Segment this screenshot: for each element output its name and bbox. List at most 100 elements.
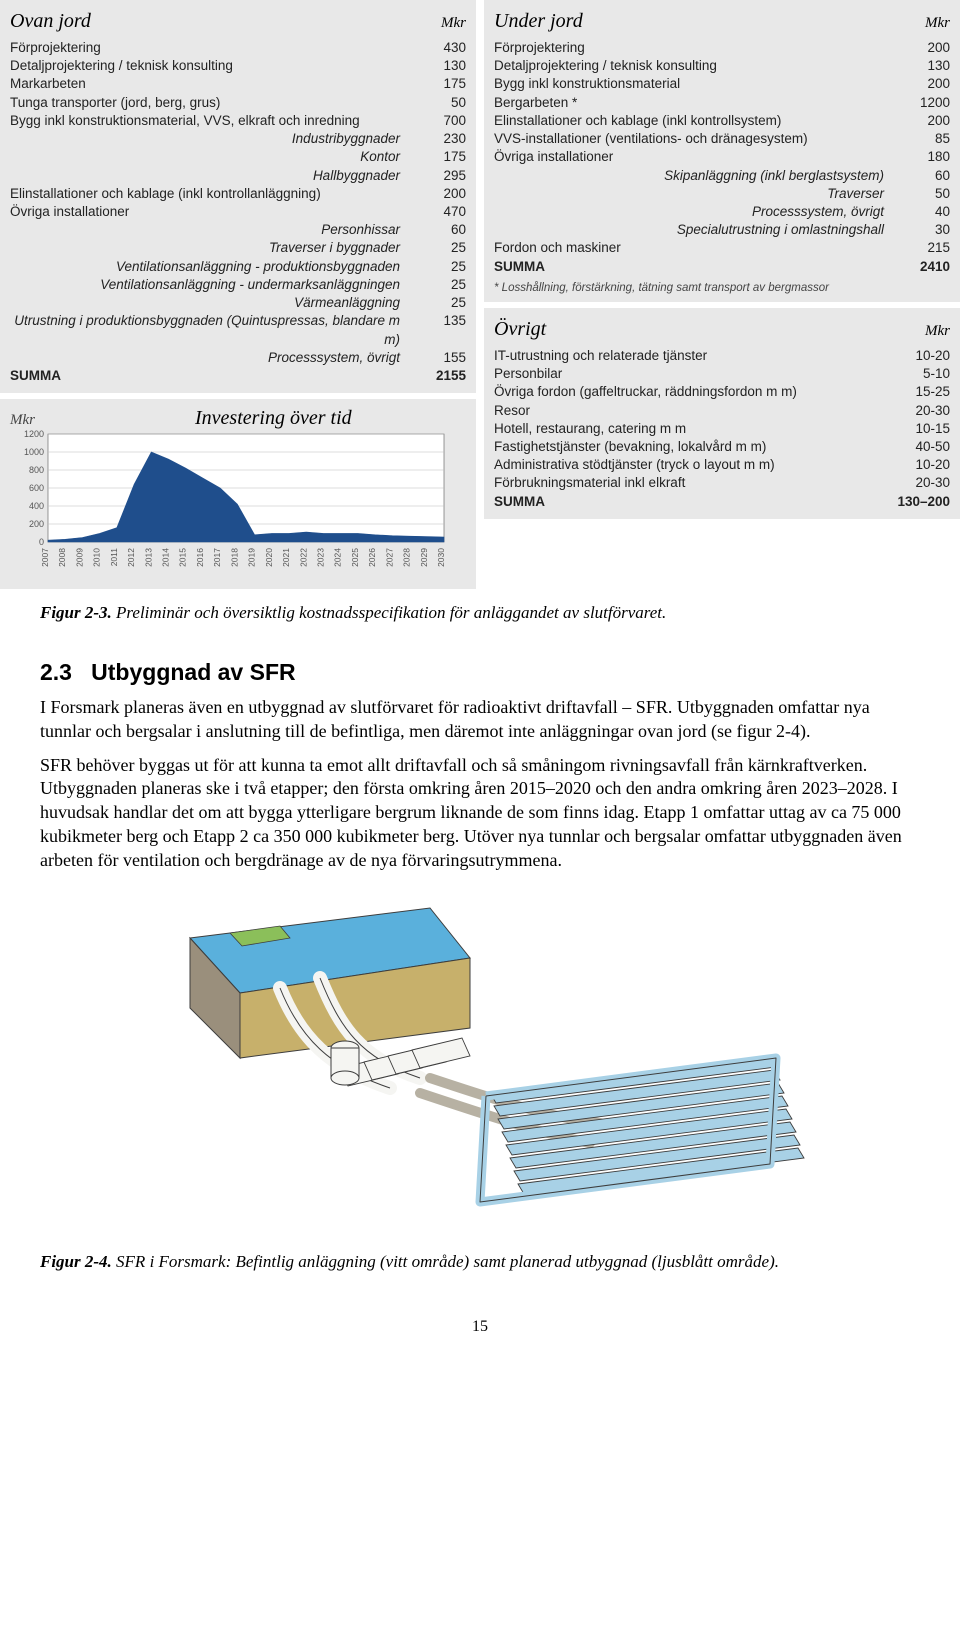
table-row: Tunga transporter (jord, berg, grus) 50 <box>10 94 466 112</box>
row-label: Hallbyggnader <box>10 167 406 185</box>
svg-text:800: 800 <box>29 465 44 475</box>
row-label: Förbrukningsmaterial inkl elkraft <box>494 474 886 492</box>
row-value: 215 <box>886 239 950 257</box>
row-label: Elinstallationer och kablage (inkl kontr… <box>10 185 402 203</box>
table-row: IT-utrustning och relaterade tjänster 10… <box>494 347 950 365</box>
svg-text:2017: 2017 <box>212 548 222 567</box>
row-label: Personhissar <box>10 221 406 239</box>
row-value: 40-50 <box>886 438 950 456</box>
row-label: Detaljprojektering / teknisk konsulting <box>10 57 402 75</box>
table-row: Förbrukningsmaterial inkl elkraft 20-30 <box>494 474 950 492</box>
row-value: 10-15 <box>886 420 950 438</box>
table-row: Övriga installationer 470 <box>10 203 466 221</box>
table-row: Hotell, restaurang, catering m m 10-15 <box>494 420 950 438</box>
row-value: 50 <box>402 94 466 112</box>
row-value: 430 <box>402 39 466 57</box>
row-value: 230 <box>406 130 466 148</box>
row-label: Personbilar <box>494 365 886 383</box>
row-value: 135 <box>406 312 466 348</box>
table-row: Bygg inkl konstruktionsmaterial 200 <box>494 75 950 93</box>
investment-chart-panel: Mkr Investering över tid 020040060080010… <box>0 399 476 589</box>
row-label: Specialutrustning i omlastningshall <box>494 221 890 239</box>
table-row: Personbilar 5-10 <box>494 365 950 383</box>
table-row: Fastighetstjänster (bevakning, lokalvård… <box>494 438 950 456</box>
table-row: Hallbyggnader 295 <box>10 167 466 185</box>
investment-area-chart: 0200400600800100012002007200820092010201… <box>10 426 466 581</box>
paragraph-1: I Forsmark planeras även en utbyggnad av… <box>40 696 920 744</box>
row-value: 20-30 <box>886 474 950 492</box>
row-value: 1200 <box>886 94 950 112</box>
table-row: SUMMA 2155 <box>10 367 466 385</box>
row-label: Fastighetstjänster (bevakning, lokalvård… <box>494 438 886 456</box>
row-value: 25 <box>406 239 466 257</box>
svg-text:2012: 2012 <box>126 548 136 567</box>
ovan-jord-table: Ovan jord Mkr Förprojektering 430 Detalj… <box>0 0 476 393</box>
row-label: Processsystem, övrigt <box>494 203 890 221</box>
ovan-title: Ovan jord <box>10 10 91 33</box>
row-value: 20-30 <box>886 402 950 420</box>
row-label: Förprojektering <box>494 39 886 57</box>
svg-text:2019: 2019 <box>247 548 257 567</box>
paragraph-2: SFR behöver byggas ut för att kunna ta e… <box>40 754 920 873</box>
table-row: Utrustning i produktionsbyggnaden (Quint… <box>10 312 466 348</box>
svg-text:2009: 2009 <box>74 548 84 567</box>
table-row: SUMMA 2410 <box>494 258 950 276</box>
figure-2-3-caption: Figur 2-3. Preliminär och översiktlig ko… <box>40 603 920 623</box>
svg-text:2029: 2029 <box>419 548 429 567</box>
svg-text:2023: 2023 <box>315 548 325 567</box>
table-row: Förprojektering 200 <box>494 39 950 57</box>
svg-text:2013: 2013 <box>143 548 153 567</box>
svg-text:2020: 2020 <box>264 548 274 567</box>
row-value: 180 <box>886 148 950 166</box>
row-value: 175 <box>406 148 466 166</box>
table-row: Ventilationsanläggning - produktionsbygg… <box>10 258 466 276</box>
ovrigt-unit: Mkr <box>925 323 950 340</box>
page-number: 15 <box>0 1318 960 1336</box>
table-row: Förprojektering 430 <box>10 39 466 57</box>
row-label: Ventilationsanläggning - produktionsbygg… <box>10 258 406 276</box>
row-label: Skipanläggning (inkl berglastsystem) <box>494 167 890 185</box>
row-label: SUMMA <box>494 258 886 276</box>
table-row: Traverser 50 <box>494 185 950 203</box>
svg-text:600: 600 <box>29 483 44 493</box>
svg-text:2030: 2030 <box>436 548 446 567</box>
row-value: 50 <box>890 185 950 203</box>
row-value: 60 <box>890 167 950 185</box>
table-row: Elinstallationer och kablage (inkl kontr… <box>494 112 950 130</box>
sfr-illustration <box>40 898 920 1238</box>
svg-text:2025: 2025 <box>350 548 360 567</box>
ovrigt-table: Övrigt Mkr IT-utrustning och relaterade … <box>484 308 960 519</box>
row-label: Värmeanläggning <box>10 294 406 312</box>
table-row: VVS-installationer (ventilations- och dr… <box>494 130 950 148</box>
svg-text:1000: 1000 <box>24 447 44 457</box>
row-value: 155 <box>406 349 466 367</box>
ovrigt-title: Övrigt <box>494 318 546 341</box>
row-label: Förprojektering <box>10 39 402 57</box>
row-label: Traverser <box>494 185 890 203</box>
svg-text:2011: 2011 <box>109 548 119 567</box>
row-value: 200 <box>886 75 950 93</box>
svg-text:400: 400 <box>29 501 44 511</box>
row-value: 700 <box>402 112 466 130</box>
row-value: 10-20 <box>886 347 950 365</box>
row-value: 200 <box>886 112 950 130</box>
row-label: Tunga transporter (jord, berg, grus) <box>10 94 402 112</box>
row-label: IT-utrustning och relaterade tjänster <box>494 347 886 365</box>
svg-text:2014: 2014 <box>161 548 171 567</box>
row-value: 5-10 <box>886 365 950 383</box>
section-heading: 2.3 Utbyggnad av SFR <box>40 659 920 686</box>
row-label: Övriga installationer <box>10 203 402 221</box>
row-value: 25 <box>406 294 466 312</box>
table-row: SUMMA 130–200 <box>494 493 950 511</box>
row-label: Hotell, restaurang, catering m m <box>494 420 886 438</box>
row-value: 470 <box>402 203 466 221</box>
row-value: 295 <box>406 167 466 185</box>
svg-text:2026: 2026 <box>367 548 377 567</box>
table-row: Resor 20-30 <box>494 402 950 420</box>
svg-text:2007: 2007 <box>40 548 50 567</box>
svg-text:2010: 2010 <box>92 548 102 567</box>
under-unit: Mkr <box>925 15 950 32</box>
row-label: Markarbeten <box>10 75 402 93</box>
table-footnote: * Losshållning, förstärkning, tätning sa… <box>494 282 950 294</box>
row-label: Processsystem, övrigt <box>10 349 406 367</box>
